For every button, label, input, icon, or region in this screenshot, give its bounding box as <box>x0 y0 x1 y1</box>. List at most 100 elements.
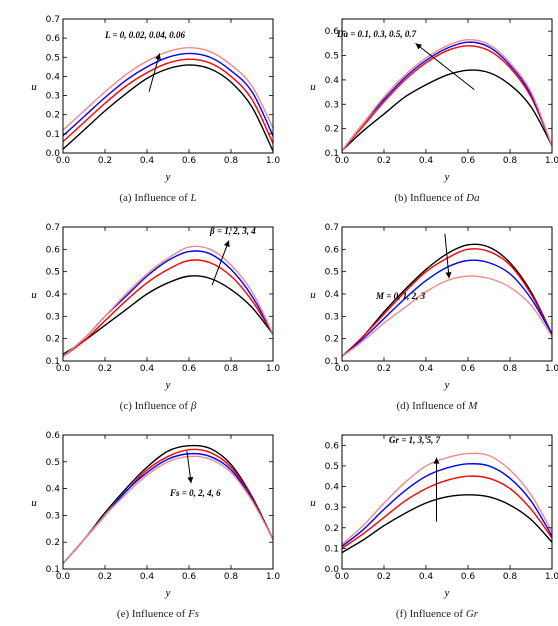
y-tick-label: 0.0 <box>46 149 61 159</box>
y-tick-label: 0.1 <box>46 565 60 575</box>
chart-svg: 0.0 0.2 0.4 0.6 0.8 1.0 0.1 0.2 0.3 0.4 0.5 0.6 y u Da… <box>310 18 558 204</box>
y-tick-label: 0.5 <box>325 268 339 278</box>
series-line-0 <box>63 64 273 152</box>
series-line-1 <box>63 259 273 358</box>
x-tick-label: 0.8 <box>224 364 239 374</box>
x-tick-label: 0.6 <box>182 156 197 166</box>
series-line-2 <box>63 452 273 565</box>
y-tick-label: 0.2 <box>325 524 339 534</box>
x-axis-label: y <box>444 171 450 183</box>
y-tick-label: 0.1 <box>46 357 60 367</box>
annotation-text: Gr = 1, 3, 5, 7 <box>389 435 441 445</box>
y-tick-label: 0.4 <box>325 290 340 300</box>
plot-frame <box>341 18 553 154</box>
x-tick-label: 0.2 <box>377 156 391 166</box>
panel-caption: (f) Influence of Gr <box>396 608 479 620</box>
y-tick-label: 0.4 <box>46 290 61 300</box>
annotation-arrow <box>444 233 450 279</box>
x-tick-label: 1.0 <box>545 156 558 166</box>
x-tick-label: 0.6 <box>461 572 476 582</box>
plot-frame <box>62 226 274 362</box>
y-tick-label: 0.5 <box>46 268 60 278</box>
series-line-3 <box>342 39 552 151</box>
series-line-0 <box>63 275 273 355</box>
x-tick-label: 1.0 <box>266 364 281 374</box>
series-line-2 <box>342 41 552 151</box>
x-tick-label: 0.0 <box>56 572 71 582</box>
y-tick-label: 0.4 <box>46 72 61 82</box>
annotation-arrowhead <box>223 240 230 248</box>
x-tick-label: 0.8 <box>503 364 518 374</box>
x-tick-label: 0.6 <box>182 364 197 374</box>
y-axis-label: u <box>31 289 37 301</box>
chart-panel-f: 0.0 0.2 0.4 0.6 0.8 1.0 0.0 0.1 0.2 0.3 0.4 0.5 0.6 y… <box>279 416 558 624</box>
chart-panel-e: 0.0 0.2 0.4 0.6 0.8 1.0 0.1 0.2 0.3 0.4 0.5 0.6 y u Fs… <box>0 416 280 624</box>
panel-caption: (c) Influence of β <box>120 400 197 412</box>
x-axis-label: y <box>444 379 450 391</box>
series-line-2 <box>342 259 552 358</box>
y-tick-label: 0.6 <box>46 245 61 255</box>
annotation-text: Fs = 0, 2, 4, 6 <box>169 488 221 498</box>
x-tick-label: 0.4 <box>140 572 155 582</box>
y-tick-label: 0.6 <box>325 27 340 37</box>
annotation-text: β = 1, 2, 3, 4 <box>209 226 256 236</box>
y-tick-label: 0.4 <box>325 483 340 493</box>
y-tick-label: 0.5 <box>46 458 60 468</box>
annotation-arrow <box>415 42 475 91</box>
annotation-text: M = 0, 1, 2, 3 <box>375 291 426 301</box>
chart-svg: 0.0 0.2 0.4 0.6 0.8 1.0 0.0 0.1 0.2 0.3 0.4 0.5 0.6 0… <box>31 15 280 204</box>
chart-panel-d: 0.0 0.2 0.4 0.6 0.8 1.0 0.1 0.2 0.3 0.4 0.5 0.6 0.7 y… <box>279 208 558 416</box>
panel-caption: (e) Influence of Fs <box>117 608 199 620</box>
x-tick-label: 1.0 <box>545 364 558 374</box>
series-line-2 <box>342 463 552 547</box>
series-line-3 <box>63 245 273 358</box>
annotation-arrowhead <box>433 457 440 464</box>
y-axis-label: u <box>31 81 37 93</box>
y-tick-label: 0.6 <box>325 441 340 451</box>
series-line-1 <box>63 58 273 144</box>
chart-svg: 0.0 0.2 0.4 0.6 0.8 1.0 0.1 0.2 0.3 0.4 0.5 0.6 0.7 y… <box>31 223 281 412</box>
y-axis-label: u <box>310 497 316 509</box>
y-tick-label: 0.5 <box>325 52 339 62</box>
panel-caption: (a) Influence of L <box>119 192 196 204</box>
y-tick-label: 0.2 <box>46 335 60 345</box>
x-tick-label: 0.2 <box>98 364 112 374</box>
series-line-2 <box>63 52 273 137</box>
panel-caption: (b) Influence of Da <box>394 192 480 204</box>
y-tick-label: 0.7 <box>325 223 339 233</box>
x-tick-label: 0.4 <box>419 572 434 582</box>
y-tick-label: 0.7 <box>46 15 60 25</box>
x-tick-label: 0.0 <box>335 364 350 374</box>
chart-panel-a: 0.0 0.2 0.4 0.6 0.8 1.0 0.0 0.1 0.2 0.3 0.4 0.5 0.6 0… <box>0 0 280 208</box>
series-line-1 <box>342 45 552 152</box>
x-tick-label: 0.8 <box>224 156 239 166</box>
y-axis-label: u <box>310 289 316 301</box>
plot-frame <box>341 434 553 570</box>
x-tick-label: 0.6 <box>182 572 197 582</box>
annotation-arrowhead <box>187 476 194 484</box>
plot-frame <box>62 18 274 154</box>
series-line-1 <box>342 248 552 358</box>
y-tick-label: 0.5 <box>325 462 339 472</box>
x-tick-label: 0.6 <box>461 364 476 374</box>
series-line-3 <box>342 452 552 545</box>
x-tick-label: 0.0 <box>56 364 71 374</box>
plot-frame <box>62 434 274 570</box>
chart-svg: 0.0 0.2 0.4 0.6 0.8 1.0 0.1 0.2 0.3 0.4 0.5 0.6 0.7 y… <box>310 223 558 412</box>
y-tick-label: 0.3 <box>46 511 60 521</box>
x-tick-label: 0.8 <box>503 572 518 582</box>
annotation-arrowhead <box>155 53 161 61</box>
chart-panel-b: 0.0 0.2 0.4 0.6 0.8 1.0 0.1 0.2 0.3 0.4 0.5 0.6 y u Da… <box>279 0 558 208</box>
y-tick-label: 0.3 <box>325 100 339 110</box>
plot-frame <box>341 226 553 362</box>
x-tick-label: 0.2 <box>98 572 112 582</box>
x-tick-label: 0.2 <box>377 364 391 374</box>
annotation-text: Da = 0.1, 0.3, 0.5, 0.7 <box>336 29 417 39</box>
annotation-arrow <box>211 240 230 286</box>
y-tick-label: 0.2 <box>46 111 60 121</box>
series-line-0 <box>63 444 273 565</box>
x-tick-label: 0.4 <box>419 156 434 166</box>
y-tick-label: 0.0 <box>325 565 340 575</box>
chart-svg: 0.0 0.2 0.4 0.6 0.8 1.0 0.1 0.2 0.3 0.4 0.5 0.6 y u Fs… <box>31 431 280 620</box>
x-axis-label: y <box>165 171 171 183</box>
